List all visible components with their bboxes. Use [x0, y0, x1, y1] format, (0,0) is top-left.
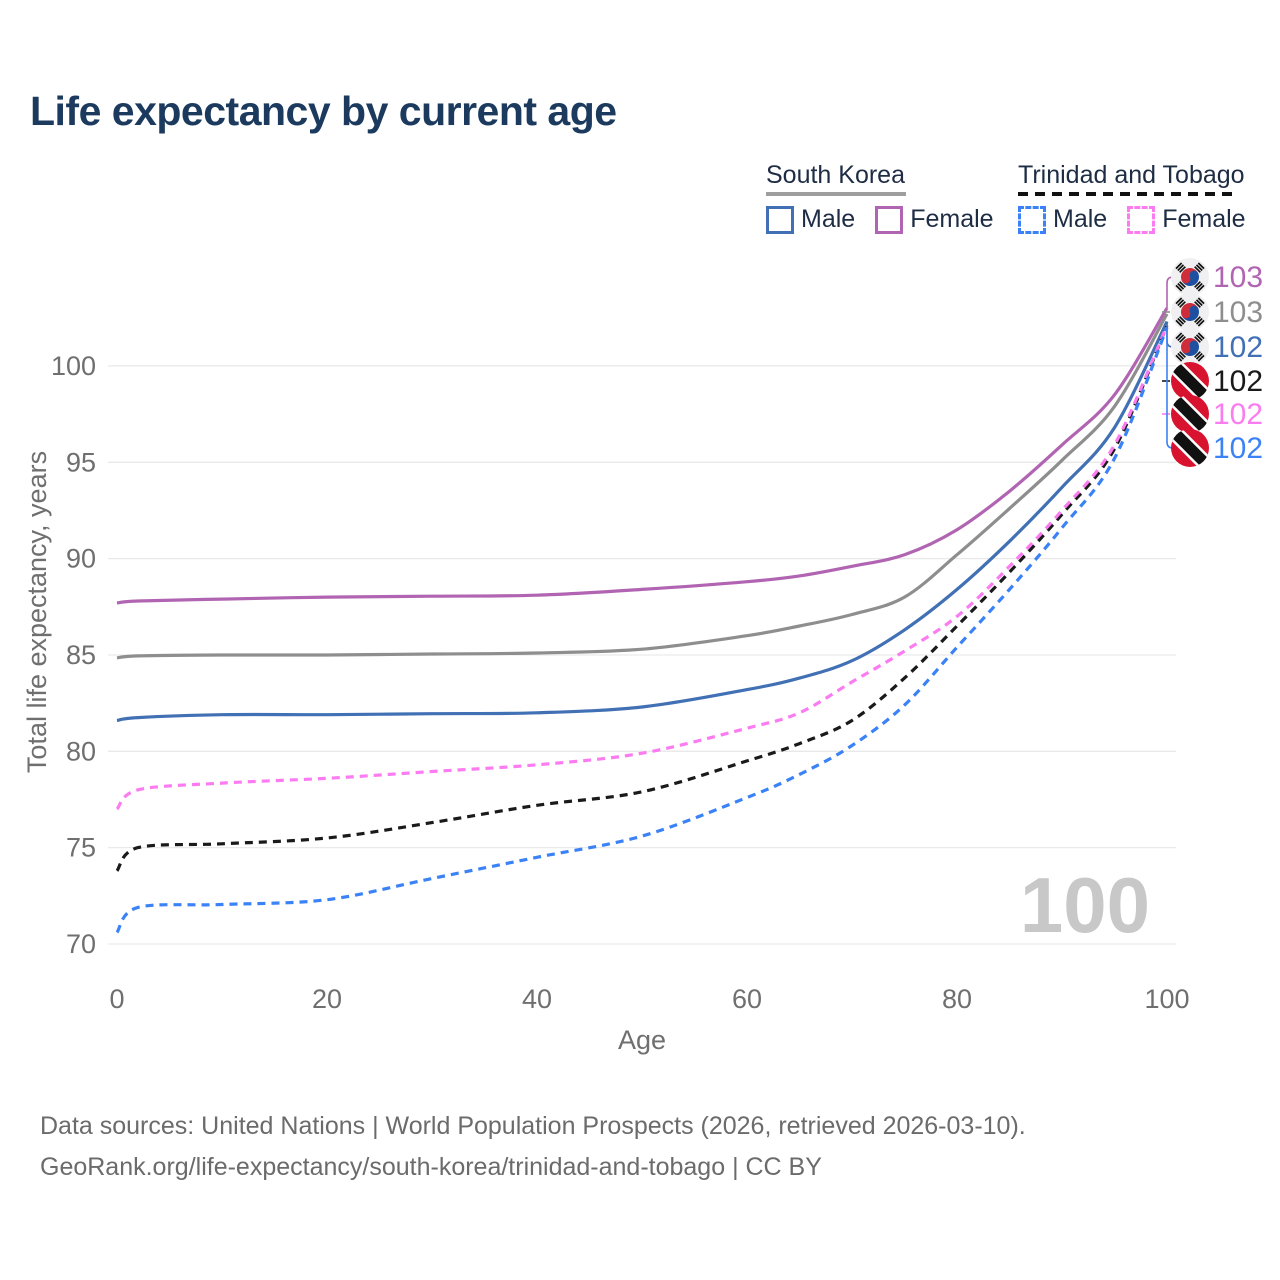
age-watermark: 100: [1019, 861, 1150, 949]
trinidad-and-tobago-flag-icon: [1171, 395, 1209, 433]
attribution-line: GeoRank.org/life-expectancy/south-korea/…: [40, 1153, 822, 1181]
legend-swatch-sk-male[interactable]: [766, 205, 794, 234]
trinidad-and-tobago-flag-icon: [1171, 362, 1209, 400]
legend-label-tt-female[interactable]: Female: [1162, 205, 1246, 233]
south-korea-flag-icon: [1171, 328, 1209, 366]
end-value-trinidad-and-tobago-female: 102: [1213, 398, 1263, 431]
series-line-south-korea-female: [116, 307, 1169, 605]
x-tick-20: 20: [312, 984, 342, 1014]
legend-country-south-korea: South Korea: [766, 161, 905, 189]
page-title: Life expectancy by current age: [30, 88, 617, 134]
legend-group-south-korea: South Korea Male Female: [766, 161, 1014, 234]
legend-label-sk-male[interactable]: Male: [801, 205, 856, 233]
series-line-trinidad-and-tobago-male: [115, 326, 1169, 934]
south-korea-flag-icon: [1171, 293, 1209, 331]
y-tick-95: 95: [66, 447, 96, 477]
x-tick-40: 40: [522, 984, 552, 1014]
axis-tick-labels: 70 75 80 85 90 95 100 0 20 40 60 80 100: [51, 351, 1190, 1014]
y-tick-70: 70: [66, 929, 96, 959]
series-line-south-korea-male: [116, 320, 1169, 723]
end-value-south-korea-female: 103: [1213, 261, 1263, 294]
legend-swatch-tt-male[interactable]: [1018, 205, 1046, 234]
legend-swatch-sk-female[interactable]: [875, 205, 904, 234]
x-axis-title: Age: [618, 1025, 666, 1055]
data-sources-line: Data sources: United Nations | World Pop…: [40, 1112, 1026, 1140]
legend-group-trinidad-and-tobago: Trinidad and Tobago Male Female: [1018, 161, 1266, 234]
x-tick-0: 0: [109, 984, 124, 1014]
end-value-south-korea-both-sexes: 103: [1213, 296, 1263, 329]
x-tick-100: 100: [1144, 984, 1189, 1014]
y-tick-100: 100: [51, 351, 96, 381]
series-lines: [115, 307, 1169, 934]
legend-label-sk-female[interactable]: Female: [910, 205, 994, 233]
trinidad-and-tobago-flag-icon: [1171, 429, 1209, 467]
x-tick-80: 80: [942, 984, 972, 1014]
y-tick-90: 90: [66, 544, 96, 574]
series-line-south-korea-both-sexes: [116, 313, 1169, 660]
x-tick-60: 60: [732, 984, 762, 1014]
y-tick-85: 85: [66, 640, 96, 670]
legend-underline-dashed: [1018, 192, 1233, 196]
y-tick-75: 75: [66, 833, 96, 863]
series-line-trinidad-and-tobago-female: [115, 324, 1169, 811]
y-axis-title: Total life expectancy, years: [22, 451, 52, 773]
end-value-trinidad-and-tobago-male: 102: [1213, 432, 1263, 465]
legend-underline-solid: [766, 192, 906, 196]
end-value-trinidad-and-tobago-both-sexes: 102: [1213, 365, 1263, 398]
south-korea-flag-icon: [1171, 258, 1209, 296]
end-value-south-korea-male: 102: [1213, 331, 1263, 364]
legend-country-trinidad-and-tobago: Trinidad and Tobago: [1018, 161, 1245, 189]
footer: Data sources: United Nations | World Pop…: [40, 1106, 1026, 1188]
legend-label-tt-male[interactable]: Male: [1053, 205, 1108, 233]
legend-swatch-tt-female[interactable]: [1127, 205, 1156, 234]
y-tick-80: 80: [66, 736, 96, 766]
